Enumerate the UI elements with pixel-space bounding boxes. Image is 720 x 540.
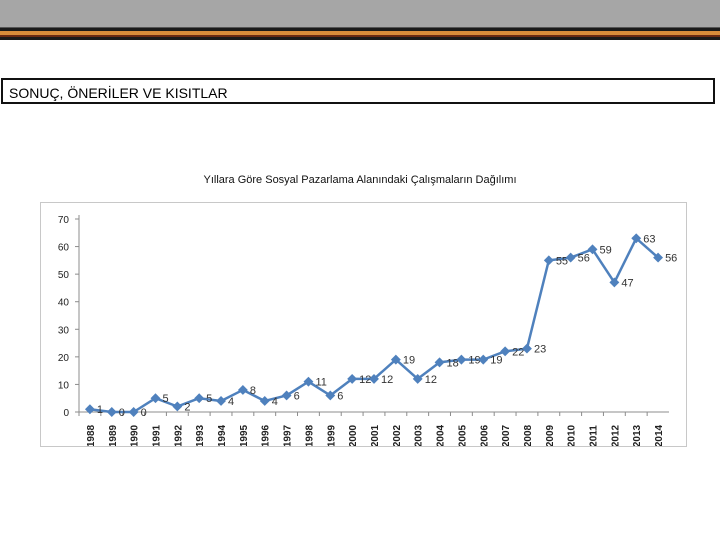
data-point-marker [150,393,161,404]
series-line [89,237,659,414]
data-label: 4 [228,396,234,408]
data-point-marker [565,252,576,263]
y-tick-label: 0 [63,408,69,419]
x-tick-label: 1991 [151,424,162,446]
data-point-marker [303,376,314,387]
data-label: 6 [337,390,343,402]
x-tick-label: 2004 [436,424,447,446]
data-label: 5 [206,393,212,405]
x-tick-label: 2008 [523,424,534,446]
top-banner [0,0,720,28]
data-point-marker [216,396,226,406]
data-point-marker [259,396,270,406]
y-tick-label: 20 [58,353,70,364]
data-label: 8 [250,385,256,397]
x-tick-label: 2010 [567,424,578,446]
decorative-stripe [0,28,720,31]
data-point-marker [325,390,336,401]
decorative-stripe [0,31,720,35]
data-label: 12 [381,374,393,386]
data-label: 55 [556,255,568,267]
x-tick-label: 1996 [261,424,272,446]
chart-title: Yıllara Göre Sosyal Pazarlama Alanındaki… [203,174,517,186]
x-tick-label: 2001 [370,424,381,446]
data-label: 12 [425,374,437,386]
data-label: 47 [621,277,633,289]
data-point-marker [347,373,358,384]
data-point-marker [653,252,664,263]
data-point-marker [543,255,554,266]
data-label: 12 [359,374,371,386]
y-tick-label: 10 [58,380,70,391]
x-tick-label: 2005 [457,424,468,446]
data-label: 59 [600,244,612,256]
data-label: 19 [490,355,502,367]
data-label: 6 [294,390,300,402]
data-label: 0 [141,407,147,419]
data-point-marker [631,233,642,244]
y-tick-label: 50 [58,270,70,281]
x-tick-label: 1993 [195,424,206,446]
x-tick-label: 1989 [108,424,119,446]
data-point-marker [609,277,620,288]
data-point-marker [522,343,532,354]
data-label: 19 [468,355,480,367]
data-label: 63 [643,233,655,245]
section-heading: SONUÇ, ÖNERİLER VE KISITLAR [9,85,228,101]
y-tick-label: 40 [58,298,70,309]
x-tick-label: 1998 [304,424,315,446]
x-tick-label: 1999 [326,424,337,446]
x-tick-label: 2009 [545,424,556,446]
x-tick-label: 1995 [239,424,250,446]
data-point-marker [194,393,205,404]
chart-frame[interactable]: 0 10 20 30 40 50 60 70 1988 1989 1990 1991 1992 1993 1… [40,202,687,447]
data-label: 19 [403,355,415,367]
data-point-marker [84,404,95,415]
x-tick-label: 1994 [217,424,228,446]
data-label: 2 [184,401,190,413]
x-tick-label: 2012 [610,424,621,446]
y-tick-label: 30 [58,325,70,336]
x-tick-label: 2013 [632,424,643,446]
data-label: 22 [512,346,524,358]
data-label: 11 [315,377,326,389]
section-heading-box: SONUÇ, ÖNERİLER VE KISITLAR [1,78,715,104]
x-tick-label: 2003 [414,424,425,446]
data-point-marker [369,373,379,384]
data-label: 18 [447,357,459,369]
x-tick-label: 2000 [348,424,359,446]
x-tick-label: 1990 [130,424,141,446]
x-tick-label: 2006 [479,424,490,446]
data-label: 4 [272,396,278,408]
x-tick-label: 2014 [654,424,665,446]
data-point-marker [587,244,598,255]
decorative-stripe [0,35,720,37]
data-label: 56 [578,253,590,265]
data-point-marker [172,401,183,412]
x-tick-label: 1992 [173,424,184,446]
x-tick-label: 2007 [501,424,512,446]
decorative-stripe [0,37,720,40]
data-point-marker [412,373,423,384]
x-tick-label: 1997 [283,424,294,446]
x-tick-label: 2002 [392,424,403,446]
data-point-marker [237,384,248,395]
x-tick-label: 2011 [589,425,600,446]
data-label: 23 [534,344,546,356]
data-point-marker [106,407,117,417]
x-tick-label: 1988 [86,424,97,446]
y-tick-label: 70 [58,215,70,226]
data-label: 56 [665,253,677,265]
data-label: 0 [119,407,125,419]
y-tick-label: 60 [58,243,70,254]
data-point-marker [500,346,511,357]
data-label: 1 [97,404,103,416]
data-point-marker [281,390,292,401]
data-label: 5 [162,393,168,405]
